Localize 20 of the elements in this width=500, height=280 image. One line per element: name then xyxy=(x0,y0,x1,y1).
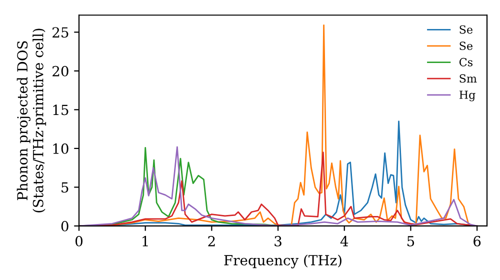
legend-label: Se xyxy=(460,25,472,34)
y-tick-label: 15 xyxy=(53,104,68,116)
y-tick-label: 10 xyxy=(53,143,68,154)
x-tick-label: 4 xyxy=(340,236,348,246)
y-axis-title: Phonon projected DOS (States/THz·primitive cell) xyxy=(16,28,46,212)
x-axis-title: Frequency (THz) xyxy=(224,254,342,268)
x-tick-label: 3 xyxy=(274,236,282,246)
x-tick-label: 6 xyxy=(474,236,481,246)
legend-label: Sm xyxy=(460,74,477,83)
y-tick-label: 25 xyxy=(52,27,68,38)
y-tick-label: 20 xyxy=(52,66,68,76)
x-tick-label: 0 xyxy=(75,236,82,246)
x-tick-label: 5 xyxy=(407,236,414,246)
y-tick-label: 5 xyxy=(62,182,68,193)
legend-label: Cs xyxy=(459,58,472,66)
legend-label: Hg xyxy=(459,90,476,102)
x-tick-label: 2 xyxy=(208,236,215,246)
legend-label: Se xyxy=(460,42,472,50)
x-tick-label: 1 xyxy=(142,236,148,246)
y-tick-label: 0 xyxy=(61,220,68,232)
